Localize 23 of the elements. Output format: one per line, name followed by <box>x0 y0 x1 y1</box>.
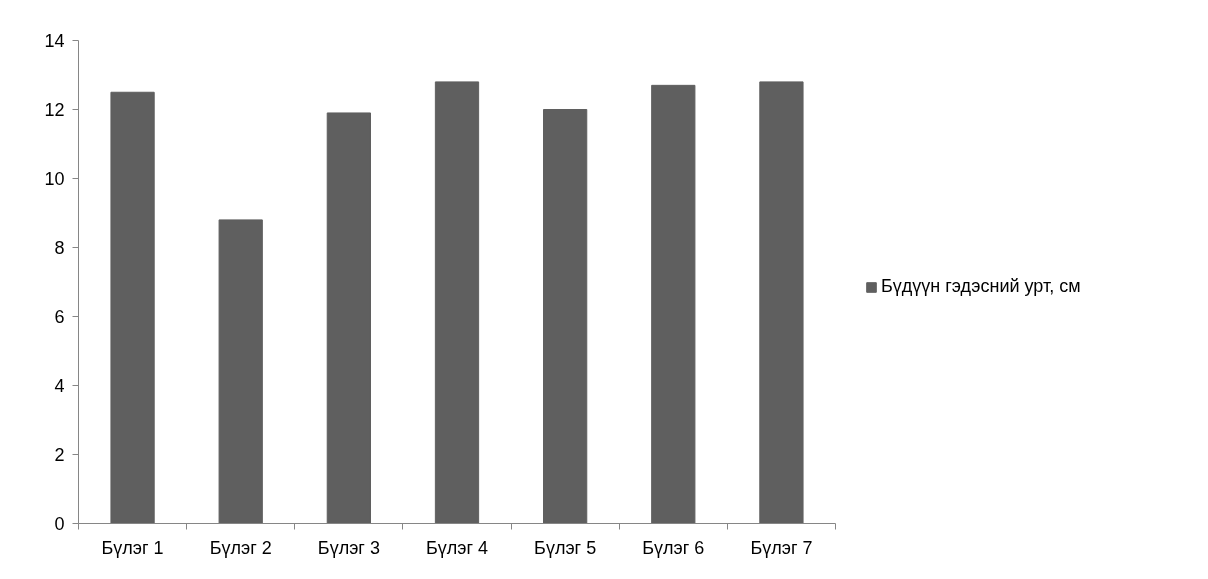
legend-label: Бүдүүн гэдэсний урт, см <box>881 276 1081 297</box>
x-tick-label: Бүлэг 4 <box>425 537 489 558</box>
y-tick-label: 2 <box>54 445 65 465</box>
x-tick-label: Бүлэг 1 <box>101 537 164 558</box>
x-tick-label: Бүлэг 6 <box>642 537 705 558</box>
y-tick-label: 10 <box>44 169 65 189</box>
y-tick-label: 4 <box>54 376 65 396</box>
y-tick-label: 6 <box>54 307 65 327</box>
x-tick-label: Бүлэг 2 <box>209 537 272 558</box>
bar <box>110 91 155 524</box>
y-tick-label: 14 <box>44 31 65 51</box>
x-tick-label: Бүлэг 3 <box>317 537 380 558</box>
y-tick-label: 12 <box>44 100 65 120</box>
bar <box>759 81 804 524</box>
y-tick-label: 8 <box>54 238 65 258</box>
bar <box>651 84 696 524</box>
y-tick-label: 0 <box>54 514 65 534</box>
x-tick-label: Бүлэг 5 <box>534 537 597 558</box>
bar <box>326 112 371 524</box>
bar <box>434 81 480 524</box>
bar <box>218 219 263 524</box>
bar <box>543 109 588 524</box>
x-tick-label: Бүлэг 7 <box>750 537 813 558</box>
